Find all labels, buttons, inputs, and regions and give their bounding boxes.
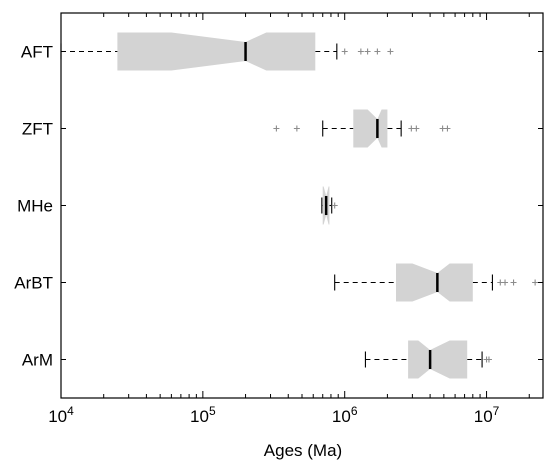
outlier-marker (364, 48, 371, 55)
x-tick-label: 105 (190, 404, 216, 426)
outlier-marker (532, 279, 539, 286)
outlier-marker (357, 48, 364, 55)
outlier-marker (413, 125, 420, 132)
box-aft (60, 32, 394, 71)
x-axis-title: Ages (Ma) (264, 441, 342, 460)
y-tick-label: ZFT (22, 120, 53, 139)
box-arbt (334, 263, 539, 302)
box-zft-body (353, 109, 388, 148)
y-tick-label: AFT (21, 43, 53, 62)
outlier-marker (293, 125, 300, 132)
outlier-marker (510, 279, 517, 286)
outlier-marker (387, 48, 394, 55)
boxes-layer (60, 32, 539, 379)
x-tick-label: 104 (48, 404, 74, 426)
outlier-marker (341, 48, 348, 55)
outlier-marker (502, 279, 509, 286)
outlier-marker (331, 202, 338, 209)
y-tick-label: ArBT (14, 274, 53, 293)
box-arm (364, 340, 492, 379)
box-arm-body (408, 340, 468, 379)
axis-layer: AFT ZFT MHe ArBT ArM 104 105 106 107 (14, 12, 544, 426)
box-mhe (321, 186, 338, 225)
outlier-marker (485, 356, 492, 363)
plot-frame (60, 12, 544, 399)
x-tick-label: 106 (332, 404, 358, 426)
outlier-marker (273, 125, 280, 132)
box-zft (273, 109, 451, 148)
y-tick-label: MHe (17, 197, 53, 216)
outlier-marker (374, 48, 381, 55)
outlier-marker (444, 125, 451, 132)
box-arbt-body (396, 263, 473, 302)
outlier-marker (408, 125, 415, 132)
y-tick-label: ArM (22, 351, 53, 370)
x-tick-label: 107 (474, 404, 500, 426)
box-aft-body (117, 32, 316, 71)
